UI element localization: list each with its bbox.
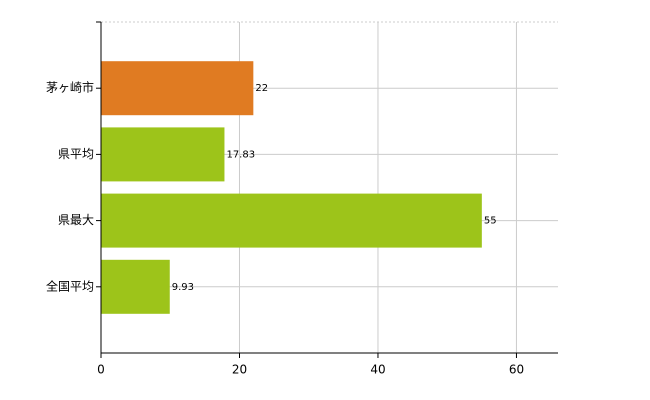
value-label: 17.83 <box>226 149 255 160</box>
bar <box>101 127 225 182</box>
value-label: 22 <box>255 83 268 94</box>
x-tick-label: 60 <box>509 363 524 377</box>
y-tick-label: 県最大 <box>58 213 94 227</box>
y-tick-label: 全国平均 <box>46 278 94 293</box>
x-tick-label: 20 <box>232 363 247 377</box>
bar <box>101 259 170 314</box>
bar <box>101 193 482 248</box>
x-tick-label: 40 <box>370 363 385 377</box>
y-tick-label: 県平均 <box>58 147 94 161</box>
value-label: 55 <box>484 216 497 227</box>
y-tick-label: 茅ヶ崎市 <box>46 80 94 95</box>
x-tick-label: 0 <box>97 363 105 377</box>
value-label: 9.93 <box>172 282 194 293</box>
bar <box>101 61 254 116</box>
